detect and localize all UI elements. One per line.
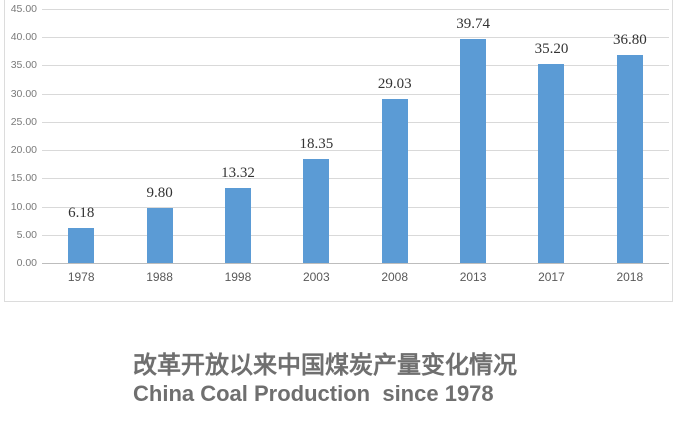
- bar-2017: [538, 64, 565, 263]
- y-tick-25.00: 25.00: [10, 115, 37, 128]
- value-label-2017: 35.20: [534, 41, 569, 58]
- chart-title-en: China Coal Production since 1978: [133, 381, 494, 406]
- gridline-30.00: [42, 93, 669, 95]
- x-tick-2008: 2008: [381, 270, 409, 284]
- y-tick-20.00: 20.00: [10, 144, 37, 157]
- x-tick-2018: 2018: [616, 270, 644, 284]
- bar-2013: [460, 38, 487, 263]
- y-tick-45.00: 45.00: [10, 3, 37, 15]
- bar-1988: [146, 207, 173, 263]
- x-tick-2013: 2013: [459, 270, 487, 284]
- gridline-10.00: [42, 206, 669, 208]
- x-tick-1978: 1978: [67, 270, 95, 284]
- gridline-40.00: [42, 37, 669, 39]
- gridline-15.00: [42, 178, 669, 180]
- x-tick-1988: 1988: [146, 270, 173, 284]
- gridline-45.00: [42, 9, 669, 10]
- gridline-25.00: [42, 121, 669, 123]
- x-tick-1998: 1998: [224, 270, 252, 284]
- y-tick-15.00: 15.00: [10, 172, 37, 185]
- gridline-5.00: [42, 234, 669, 236]
- y-tick-10.00: 10.00: [10, 200, 37, 213]
- x-tick-2003: 2003: [302, 270, 330, 284]
- value-label-1998: 13.32: [221, 164, 255, 181]
- bar-1978: [68, 228, 95, 263]
- bar-1998: [224, 187, 251, 263]
- bar-2003: [303, 159, 330, 263]
- y-tick-5.00: 5.00: [16, 228, 37, 241]
- gridline-35.00: [42, 65, 669, 67]
- y-tick-35.00: 35.00: [10, 59, 37, 72]
- value-label-2018: 36.80: [612, 32, 647, 49]
- value-label-2008: 29.03: [377, 76, 412, 93]
- value-label-1988: 9.80: [146, 184, 173, 201]
- gridline-20.00: [42, 150, 669, 152]
- y-tick-0.00: 0.00: [16, 257, 37, 269]
- bar-2018: [616, 55, 643, 263]
- y-tick-40.00: 40.00: [10, 31, 37, 44]
- gridline-0.00: [42, 263, 669, 264]
- value-label-1978: 6.18: [68, 205, 95, 222]
- x-tick-2017: 2017: [538, 270, 565, 284]
- bar-2008: [381, 99, 408, 263]
- value-label-2013: 39.74: [456, 15, 490, 32]
- chart-frame: 45.00 40.00 35.00 30.00 25.00 20.00 15.00 10.00…: [4, 0, 673, 302]
- chart-title-cn: 改革开放以来中国煤炭产量变化情况: [133, 352, 517, 379]
- value-label-2003: 18.35: [299, 136, 334, 153]
- y-tick-30.00: 30.00: [10, 87, 37, 100]
- chart-title-block: 改革开放以来中国煤炭产量变化情况 China Coal Production s…: [133, 351, 517, 407]
